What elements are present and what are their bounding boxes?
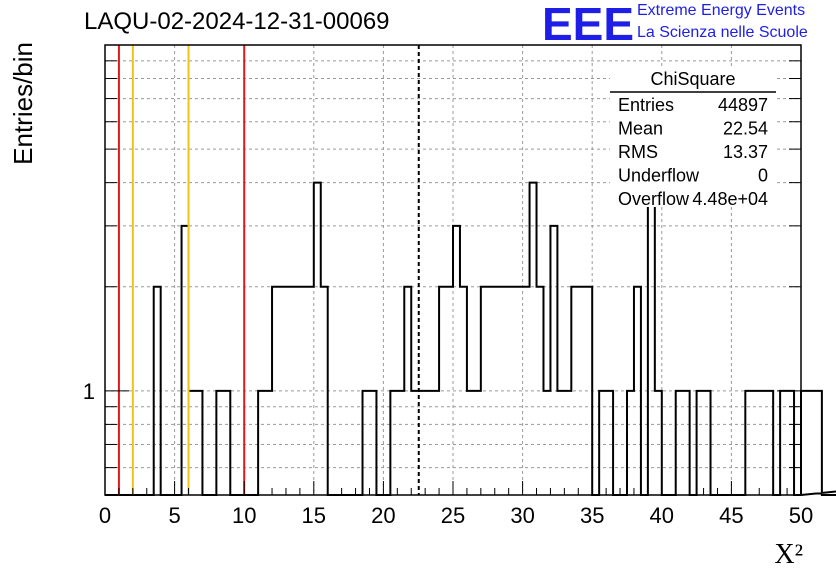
x-axis-label: X² (774, 539, 803, 570)
logo-text: EEE (542, 0, 634, 44)
stats-box (610, 67, 776, 207)
stats-label: Entries (618, 95, 674, 115)
stats-label: RMS (618, 142, 658, 162)
histogram-line (105, 181, 836, 496)
stats-value: 4.48e+04 (692, 189, 768, 209)
x-tick-label: 30 (510, 503, 534, 528)
x-tick-label: 0 (99, 503, 111, 528)
x-tick-label: 25 (441, 503, 465, 528)
stats-label: Overflow (618, 189, 690, 209)
x-tick-label: 15 (302, 503, 326, 528)
x-tick-label: 10 (232, 503, 256, 528)
logo-subtitle-1: Extreme Energy Events (637, 2, 806, 19)
x-tick-label: 40 (650, 503, 674, 528)
y-tick-label: 1 (83, 379, 95, 404)
x-tick-label: 45 (719, 503, 743, 528)
chart-title: LAQU-02-2024-12-31-00069 (84, 8, 390, 35)
stats-label: Underflow (618, 166, 700, 186)
stats-value: 0 (758, 166, 768, 186)
y-axis-label: Entries/bin (8, 42, 38, 165)
x-tick-label: 50 (789, 503, 813, 528)
x-tick-label: 35 (580, 503, 604, 528)
eee-logo: EEE (542, 0, 634, 44)
stats-label: Mean (618, 119, 663, 139)
logo-subtitle-2: La Scienza nelle Scuole (637, 24, 808, 41)
stats-title: ChiSquare (650, 69, 735, 89)
x-tick-label: 5 (168, 503, 180, 528)
stats-value: 22.54 (723, 119, 768, 139)
x-tick-label: 20 (371, 503, 395, 528)
stats-value: 44897 (718, 95, 768, 115)
stats-value: 13.37 (723, 142, 768, 162)
